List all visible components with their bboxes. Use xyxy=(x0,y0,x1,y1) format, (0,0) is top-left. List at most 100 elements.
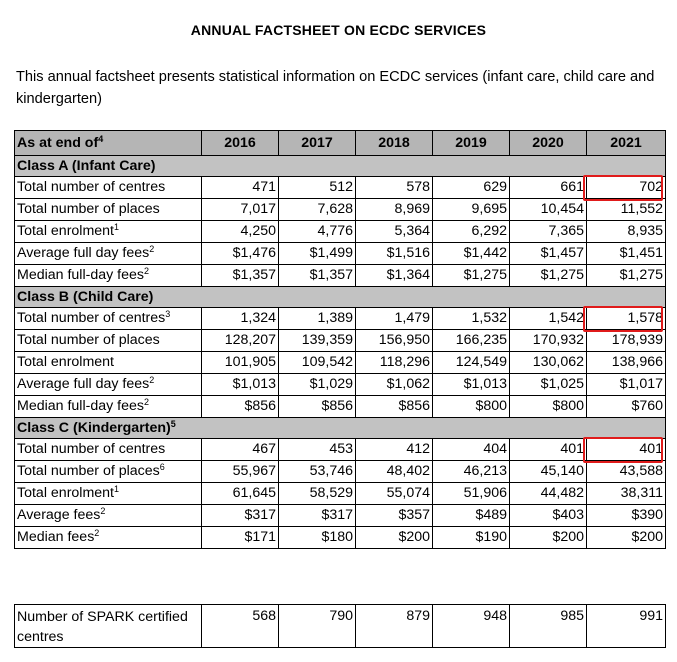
section-fill xyxy=(201,155,666,177)
footnote-marker: 4 xyxy=(98,133,104,144)
footnote-marker: 2 xyxy=(94,528,100,538)
value-cell: 578 xyxy=(355,176,433,199)
footnote-marker: 1 xyxy=(114,222,120,232)
value-cell: 45,140 xyxy=(509,460,587,483)
value-cell: $1,062 xyxy=(355,373,433,396)
value-cell: 109,542 xyxy=(278,351,356,374)
value-cell: $856 xyxy=(278,395,356,418)
value-cell: $1,013 xyxy=(201,373,279,396)
section-title: Class C (Kindergarten)5 xyxy=(14,417,202,439)
value-cell: 7,365 xyxy=(509,220,587,243)
table-row: Total enrolment 101,905 109,542 118,296 124,… xyxy=(14,351,666,374)
table-row: Median full-day fees2 $1,357 $1,357 $1,364 $… xyxy=(14,264,666,287)
value-cell: 661 xyxy=(509,176,587,199)
value-cell: $390 xyxy=(586,504,666,527)
section-fill xyxy=(201,286,666,308)
page-title: ANNUAL FACTSHEET ON ECDC SERVICES xyxy=(190,22,487,38)
year-header-1: 2017 xyxy=(278,130,356,156)
table-row: Average full day fees2 $1,476 $1,499 $1,516… xyxy=(14,242,666,265)
row-label-cell: Average fees2 xyxy=(14,504,202,527)
footnote-marker: 6 xyxy=(159,462,165,472)
header-label-cell: As at end of4 xyxy=(14,130,202,156)
value-cell: $1,499 xyxy=(278,242,356,265)
row-label-cell: Total number of places xyxy=(14,329,202,352)
value-cell: 101,905 xyxy=(201,351,279,374)
value-cell: $1,476 xyxy=(201,242,279,265)
value-cell: $317 xyxy=(278,504,356,527)
value-cell: 139,359 xyxy=(278,329,356,352)
spark-value-2017: 790 xyxy=(278,604,356,648)
table-row: Total number of centres 467 453 412 404 401 40… xyxy=(14,437,666,464)
value-cell: $1,275 xyxy=(509,264,587,287)
value-cell: $171 xyxy=(201,526,279,549)
row-label: Median full-day fees xyxy=(17,267,144,283)
table-row: Total enrolment1 61,645 58,529 55,074 51,906… xyxy=(14,482,666,505)
value-cell: $1,357 xyxy=(201,264,279,287)
value-cell: 46,213 xyxy=(432,460,510,483)
value-cell: $800 xyxy=(432,395,510,418)
value-cell: 53,746 xyxy=(278,460,356,483)
row-label-cell: Median fees2 xyxy=(14,526,202,549)
value-cell: 404 xyxy=(432,438,510,461)
row-label: Total enrolment xyxy=(17,485,114,501)
value-cell: 170,932 xyxy=(509,329,587,352)
value-cell: 8,935 xyxy=(586,220,666,243)
value-cell: 467 xyxy=(201,438,279,461)
value-cell: $403 xyxy=(509,504,587,527)
year-header-5: 2021 xyxy=(586,130,666,156)
value-cell: $1,364 xyxy=(355,264,433,287)
value-cell: 10,454 xyxy=(509,198,587,221)
value-cell: $1,013 xyxy=(432,373,510,396)
value-cell: 1,542 xyxy=(509,307,587,330)
row-label: Total number of centres xyxy=(17,310,166,326)
highlighted-value-cell: 1,578 xyxy=(583,306,666,333)
value-cell: 1,532 xyxy=(432,307,510,330)
value-cell: $800 xyxy=(509,395,587,418)
value-cell: 43,588 xyxy=(586,460,666,483)
section-header-row: Class A (Infant Care) xyxy=(14,155,666,177)
value-cell: $317 xyxy=(201,504,279,527)
value-cell: 401 xyxy=(509,438,587,461)
value-cell: $760 xyxy=(586,395,666,418)
value-cell: $1,442 xyxy=(432,242,510,265)
footnote-marker: 1 xyxy=(114,484,120,494)
value-cell: 1,479 xyxy=(355,307,433,330)
value-cell: $856 xyxy=(355,395,433,418)
value-cell: 453 xyxy=(278,438,356,461)
value-cell: 629 xyxy=(432,176,510,199)
value-cell: $1,451 xyxy=(586,242,666,265)
row-label-cell: Total number of places xyxy=(14,198,202,221)
row-label-cell: Total number of places6 xyxy=(14,460,202,483)
table-row: Total number of places 7,017 7,628 8,969 9,6… xyxy=(14,198,666,221)
value-cell: 8,969 xyxy=(355,198,433,221)
highlighted-value-cell: 401 xyxy=(583,437,666,464)
row-label: Total number of centres xyxy=(17,441,166,457)
section-fill xyxy=(201,417,666,439)
ecdc-stats-table: As at end of4 2016 2017 2018 2019 2020 2021 Cla… xyxy=(14,130,666,549)
table-row: Total number of centres 471 512 578 629 661 70… xyxy=(14,175,666,202)
table-row: Average fees2 $317 $317 $357 $489 $403 $390 xyxy=(14,504,666,527)
value-cell: 130,062 xyxy=(509,351,587,374)
table-row: Average full day fees2 $1,013 $1,029 $1,062… xyxy=(14,373,666,396)
row-label: Total enrolment xyxy=(17,223,114,239)
value-cell: 6,292 xyxy=(432,220,510,243)
row-label: Total enrolment xyxy=(17,354,114,370)
value-cell: 7,017 xyxy=(201,198,279,221)
row-label-cell: Total enrolment1 xyxy=(14,482,202,505)
spark-label: Number of SPARK certified centres xyxy=(14,604,202,648)
value-cell: 512 xyxy=(278,176,356,199)
value-cell: 55,967 xyxy=(201,460,279,483)
value-cell: $1,516 xyxy=(355,242,433,265)
section-title: Class A (Infant Care) xyxy=(14,155,202,177)
spark-row: Number of SPARK certified centres 568 79… xyxy=(14,604,666,648)
section-title-text: Class A (Infant Care) xyxy=(17,157,156,174)
footnote-marker: 2 xyxy=(100,506,106,516)
table-row: Total number of places 128,207 139,359 156,… xyxy=(14,329,666,352)
row-label: Average fees xyxy=(17,507,101,523)
row-label: Average full day fees xyxy=(17,245,150,261)
section-title-text: Class B (Child Care) xyxy=(17,288,154,305)
value-cell: 166,235 xyxy=(432,329,510,352)
value-cell: 44,482 xyxy=(509,482,587,505)
value-cell: 58,529 xyxy=(278,482,356,505)
value-cell: 9,695 xyxy=(432,198,510,221)
